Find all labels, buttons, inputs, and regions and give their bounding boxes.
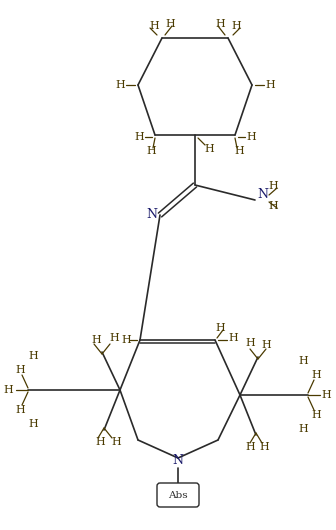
Text: H: H (268, 201, 278, 211)
Text: H: H (259, 442, 269, 452)
Text: H: H (246, 132, 256, 142)
Text: H: H (115, 80, 125, 90)
Text: H: H (234, 146, 244, 156)
Text: H: H (228, 333, 238, 343)
Text: H: H (121, 335, 131, 345)
Text: H: H (231, 21, 241, 31)
Text: H: H (215, 323, 225, 333)
Text: N: N (146, 208, 158, 222)
Text: H: H (28, 351, 38, 361)
Text: H: H (134, 132, 144, 142)
Text: H: H (15, 365, 25, 375)
Text: H: H (204, 144, 214, 154)
Text: H: H (261, 340, 271, 350)
Text: H: H (245, 338, 255, 348)
Text: H: H (3, 385, 13, 395)
Text: H: H (298, 424, 308, 434)
FancyBboxPatch shape (157, 483, 199, 507)
Text: H: H (95, 437, 105, 447)
Text: H: H (321, 390, 331, 400)
Text: H: H (215, 19, 225, 29)
Text: H: H (265, 80, 275, 90)
Text: H: H (245, 442, 255, 452)
Text: H: H (28, 419, 38, 429)
Text: H: H (146, 146, 156, 156)
Text: H: H (298, 356, 308, 366)
Text: Abs: Abs (168, 490, 188, 499)
Text: H: H (91, 335, 101, 345)
Text: H: H (311, 370, 321, 380)
Text: H: H (111, 437, 121, 447)
Text: H: H (268, 181, 278, 191)
Text: H: H (311, 410, 321, 420)
Text: N: N (257, 189, 268, 201)
Text: H: H (15, 405, 25, 415)
Text: H: H (149, 21, 159, 31)
Text: H: H (165, 19, 175, 29)
Text: H: H (109, 333, 119, 343)
Text: N: N (172, 455, 183, 467)
